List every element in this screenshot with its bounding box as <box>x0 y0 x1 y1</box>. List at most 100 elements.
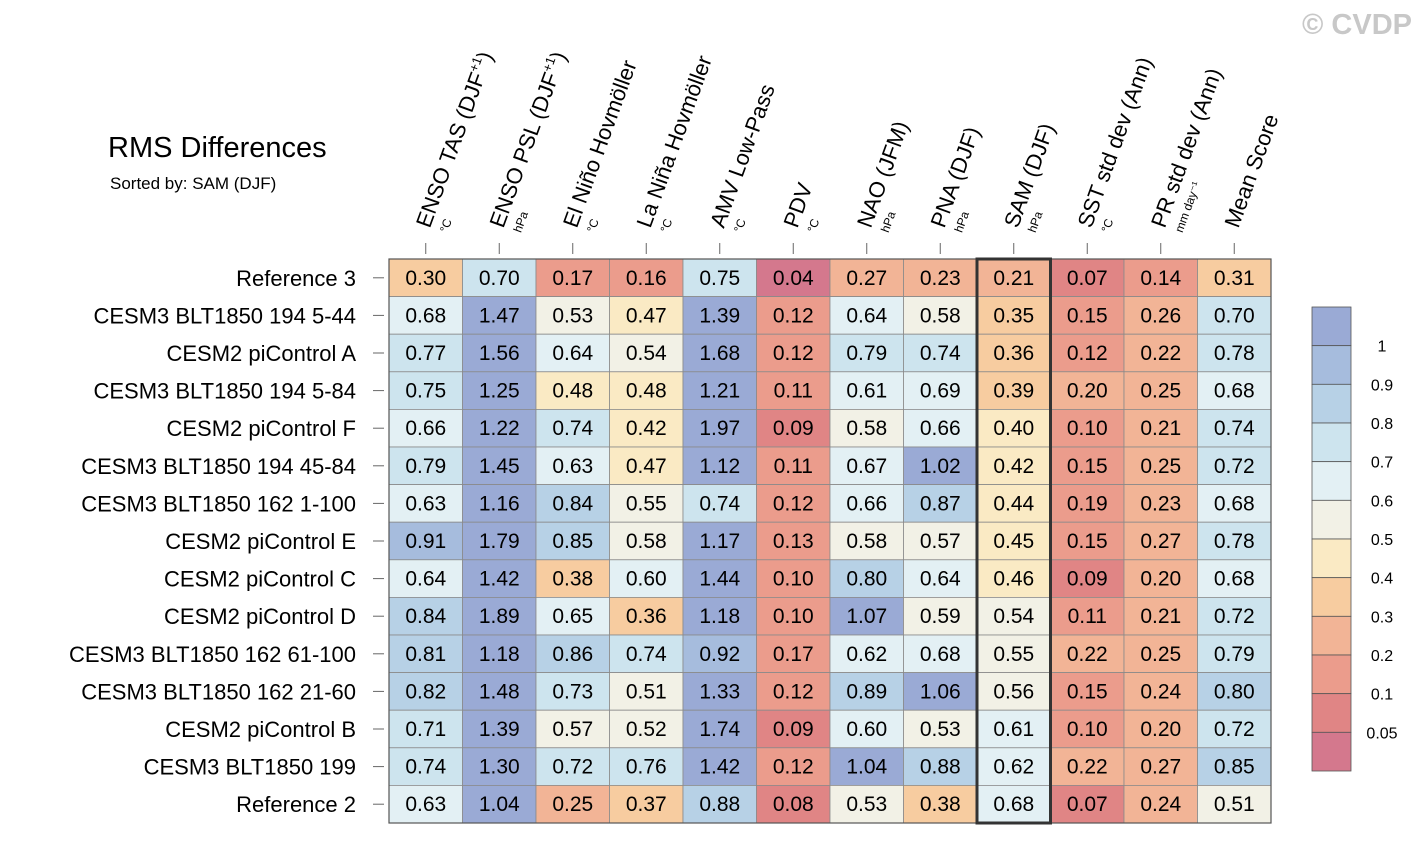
cell-value-label: 0.74 <box>920 342 961 365</box>
row-label: CESM3 BLT1850 194 45-84 <box>81 454 356 479</box>
column-unit-label: °C <box>805 217 823 235</box>
cell-value-label: 0.66 <box>920 417 961 440</box>
heatmap-cell <box>609 597 684 636</box>
cell-value-label: 1.12 <box>699 455 740 478</box>
heatmap-cell <box>756 446 831 485</box>
cell-value-label: 0.85 <box>552 530 593 553</box>
cell-value-label: 0.22 <box>1067 643 1108 666</box>
heatmap-cell <box>609 634 684 673</box>
cell-value-label: 1.18 <box>479 643 520 666</box>
column-header: PNA (DJF)hPa <box>925 123 984 234</box>
cell-value-label: 1.45 <box>479 455 520 478</box>
highlight-column-frame <box>975 257 1052 825</box>
cell-value-label: 0.30 <box>405 267 446 290</box>
heatmap-cell <box>1050 709 1125 749</box>
colorbar-bin <box>1311 693 1352 733</box>
heatmap-cell <box>976 597 1051 636</box>
row-label: CESM3 BLT1850 194 5-84 <box>93 379 356 404</box>
cell-value-label: 0.80 <box>846 568 887 591</box>
heatmap-cell <box>1197 634 1272 673</box>
cell-value-label: 0.68 <box>1214 492 1255 515</box>
cell-value-label: 1.04 <box>479 793 520 816</box>
column-header-label: PNA (DJF) <box>925 123 984 230</box>
cell-value-label: 0.54 <box>993 605 1034 628</box>
cell-value-label: 0.58 <box>920 304 961 327</box>
cell-value-label: 0.20 <box>1140 568 1181 591</box>
heatmap-cell <box>609 333 684 373</box>
column-unit-label: hPa <box>952 209 973 234</box>
cell-value-label: 0.72 <box>552 756 593 779</box>
cell-value-label: 0.74 <box>552 417 593 440</box>
cell-value-label: 1.21 <box>699 380 740 403</box>
cell-value-label: 0.80 <box>1214 680 1255 703</box>
colorbar-bin <box>1311 577 1352 617</box>
cell-value-label: 0.47 <box>626 455 667 478</box>
colorbar-bin <box>1311 306 1352 347</box>
cell-value-label: 0.64 <box>405 568 446 591</box>
row-labels: Reference 3 CESM3 BLT1850 194 5-44 CESM2 p… <box>69 266 384 817</box>
cell-value-label: 0.48 <box>626 380 667 403</box>
heatmap-cell <box>682 559 757 598</box>
cell-value-label: 0.17 <box>552 267 593 290</box>
colorbar-tick-label: 1 <box>1378 339 1387 356</box>
heatmap-cell <box>756 709 831 749</box>
cell-value-label: 0.74 <box>405 756 446 779</box>
heatmap-cell <box>756 785 831 824</box>
chart-title: RMS Differences <box>108 132 327 164</box>
cell-value-label: 0.59 <box>920 605 961 628</box>
heatmap-cell <box>976 559 1051 598</box>
cell-value-label: 0.57 <box>552 718 593 741</box>
heatmap-cell <box>682 258 757 297</box>
cell-value-label: 0.79 <box>1214 643 1255 666</box>
cell-value-label: 1.18 <box>699 605 740 628</box>
cell-value-label: 0.52 <box>626 718 667 741</box>
colorbar-bin <box>1311 538 1352 579</box>
heatmap-cell <box>462 634 537 673</box>
cell-value-label: 0.15 <box>1067 680 1108 703</box>
cell-value-label: 0.44 <box>993 492 1034 515</box>
cell-value-label: 0.81 <box>405 643 446 666</box>
heatmap-cell <box>829 747 904 786</box>
heatmap-cell <box>462 521 537 561</box>
cell-value-label: 0.16 <box>626 267 667 290</box>
cell-value-label: 0.04 <box>773 267 814 290</box>
cell-value-label: 0.64 <box>920 568 961 591</box>
heatmap-cell <box>903 333 978 373</box>
row-label: CESM3 BLT1850 199 <box>144 755 356 780</box>
heatmap-cell <box>1123 333 1198 373</box>
heatmap-cell <box>388 484 463 523</box>
colorbar-tick-label: 0.3 <box>1371 609 1393 626</box>
cell-value-label: 1.16 <box>479 492 520 515</box>
heatmap-cell <box>535 709 610 749</box>
cell-value-label: 0.77 <box>405 342 446 365</box>
cell-value-label: 0.74 <box>626 643 667 666</box>
cell-value-label: 0.64 <box>846 304 887 327</box>
heatmap-cell <box>756 484 831 523</box>
heatmap-cell <box>1123 258 1198 297</box>
column-ticks <box>425 243 1235 254</box>
heatmap-cell <box>829 709 904 749</box>
cell-value-label: 0.78 <box>1214 530 1255 553</box>
cell-value-label: 1.48 <box>479 680 520 703</box>
heatmap-cell <box>976 709 1051 749</box>
heatmap-cell <box>829 371 904 410</box>
heatmap-cell <box>1123 672 1198 711</box>
heatmap-cell <box>388 258 463 297</box>
heatmap-cell <box>976 672 1051 711</box>
colorbar-tick-label: 0.05 <box>1366 725 1397 742</box>
cell-value-label: 0.72 <box>1214 455 1255 478</box>
cell-value-label: 0.38 <box>920 793 961 816</box>
cell-value-label: 0.47 <box>626 304 667 327</box>
cell-value-label: 0.36 <box>993 342 1034 365</box>
column-header-label: ENSO TAS (DJF+1) <box>410 48 498 231</box>
heatmap-cell <box>756 634 831 673</box>
cell-value-label: 0.54 <box>626 342 667 365</box>
heatmap-cell <box>535 333 610 373</box>
column-unit-label: °C <box>1099 217 1117 235</box>
colorbar-tick-label: 0.4 <box>1371 571 1393 588</box>
cell-value-label: 1.30 <box>479 756 520 779</box>
heatmap-cell <box>1197 597 1272 636</box>
heatmap-cells: 0.30 0.70 0.17 0.16 0.75 0.04 0.27 0.23 0.21 0.07… <box>388 258 1272 824</box>
cell-value-label: 1.33 <box>699 680 740 703</box>
colorbar-bin <box>1311 654 1352 695</box>
